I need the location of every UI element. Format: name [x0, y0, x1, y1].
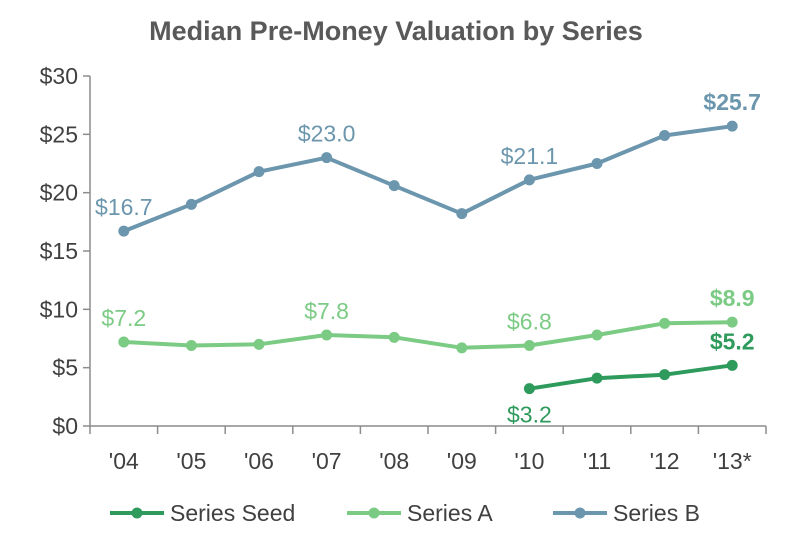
data-label: $7.2: [101, 305, 146, 331]
data-point: [253, 166, 265, 178]
legend-swatch-dot: [574, 507, 586, 519]
data-labels: $3.2 $5.2 $7.2 $7.8 $6.8 $8.9 $16.7 $23.0 $21.1 $…: [95, 89, 761, 428]
data-point: [456, 208, 468, 220]
y-tick-label: $30: [40, 63, 78, 89]
data-label: $8.9: [710, 285, 755, 311]
data-label: $16.7: [95, 194, 153, 220]
data-label: $25.7: [703, 89, 761, 115]
legend-label: Series A: [407, 500, 493, 526]
data-point: [591, 329, 603, 341]
x-tick-label: '12: [650, 448, 680, 474]
data-point: [523, 174, 535, 186]
y-tick-label: $0: [52, 413, 78, 439]
legend: Series Seed Series A Series B: [110, 500, 700, 526]
data-point: [185, 340, 197, 351]
data-label: $6.8: [507, 309, 552, 335]
y-axis-ticks: $0 $5 $10 $15 $20 $25 $30: [40, 63, 90, 439]
legend-label: Series Seed: [170, 500, 295, 526]
data-point: [523, 340, 535, 351]
x-tick-label: '08: [379, 448, 409, 474]
data-point: [659, 130, 671, 141]
data-point: [185, 198, 197, 210]
x-tick-label: '04: [109, 448, 139, 474]
x-tick-label: '09: [447, 448, 477, 474]
data-point: [591, 372, 603, 384]
data-label: $3.2: [507, 402, 552, 428]
y-tick-label: $5: [52, 355, 78, 381]
data-label: $23.0: [298, 121, 356, 147]
data-point: [118, 336, 130, 348]
data-point: [726, 120, 738, 132]
chart-title: Median Pre-Money Valuation by Series: [149, 16, 643, 46]
legend-label: Series B: [613, 500, 700, 526]
data-point: [726, 316, 738, 328]
y-tick-label: $15: [40, 238, 78, 264]
data-label: $7.8: [304, 298, 349, 324]
series-group: [118, 120, 738, 395]
data-point: [321, 329, 333, 341]
x-tick-label: '13*: [713, 448, 752, 474]
y-tick-label: $10: [40, 296, 78, 322]
series-line-series-b: [123, 124, 733, 234]
series-line-series-seed: [529, 363, 733, 391]
legend-swatch-dot: [131, 507, 143, 519]
data-point: [659, 317, 671, 329]
data-point: [388, 180, 400, 192]
data-point: [321, 152, 333, 164]
data-point: [253, 338, 265, 350]
data-point: [456, 342, 468, 354]
data-label: $21.1: [501, 143, 559, 169]
x-tick-label: '05: [176, 448, 206, 474]
data-point: [591, 158, 603, 169]
data-point: [659, 369, 671, 381]
y-tick-label: $25: [40, 121, 78, 147]
y-tick-label: $20: [40, 180, 78, 206]
series-line-series-a: [123, 320, 733, 350]
x-tick-label: '06: [244, 448, 274, 474]
data-point: [388, 331, 400, 343]
x-tick-label: '11: [583, 448, 611, 474]
legend-swatch-dot: [368, 507, 380, 519]
data-point: [523, 383, 535, 395]
data-point: [118, 225, 130, 237]
data-label: $5.2: [710, 328, 755, 354]
x-axis-ticks: '04 '05 '06 '07 '08 '09 '10 '11 '12 '13*: [89, 426, 767, 474]
data-point: [726, 359, 738, 371]
x-tick-label: '10: [514, 448, 544, 474]
x-tick-label: '07: [312, 448, 342, 474]
